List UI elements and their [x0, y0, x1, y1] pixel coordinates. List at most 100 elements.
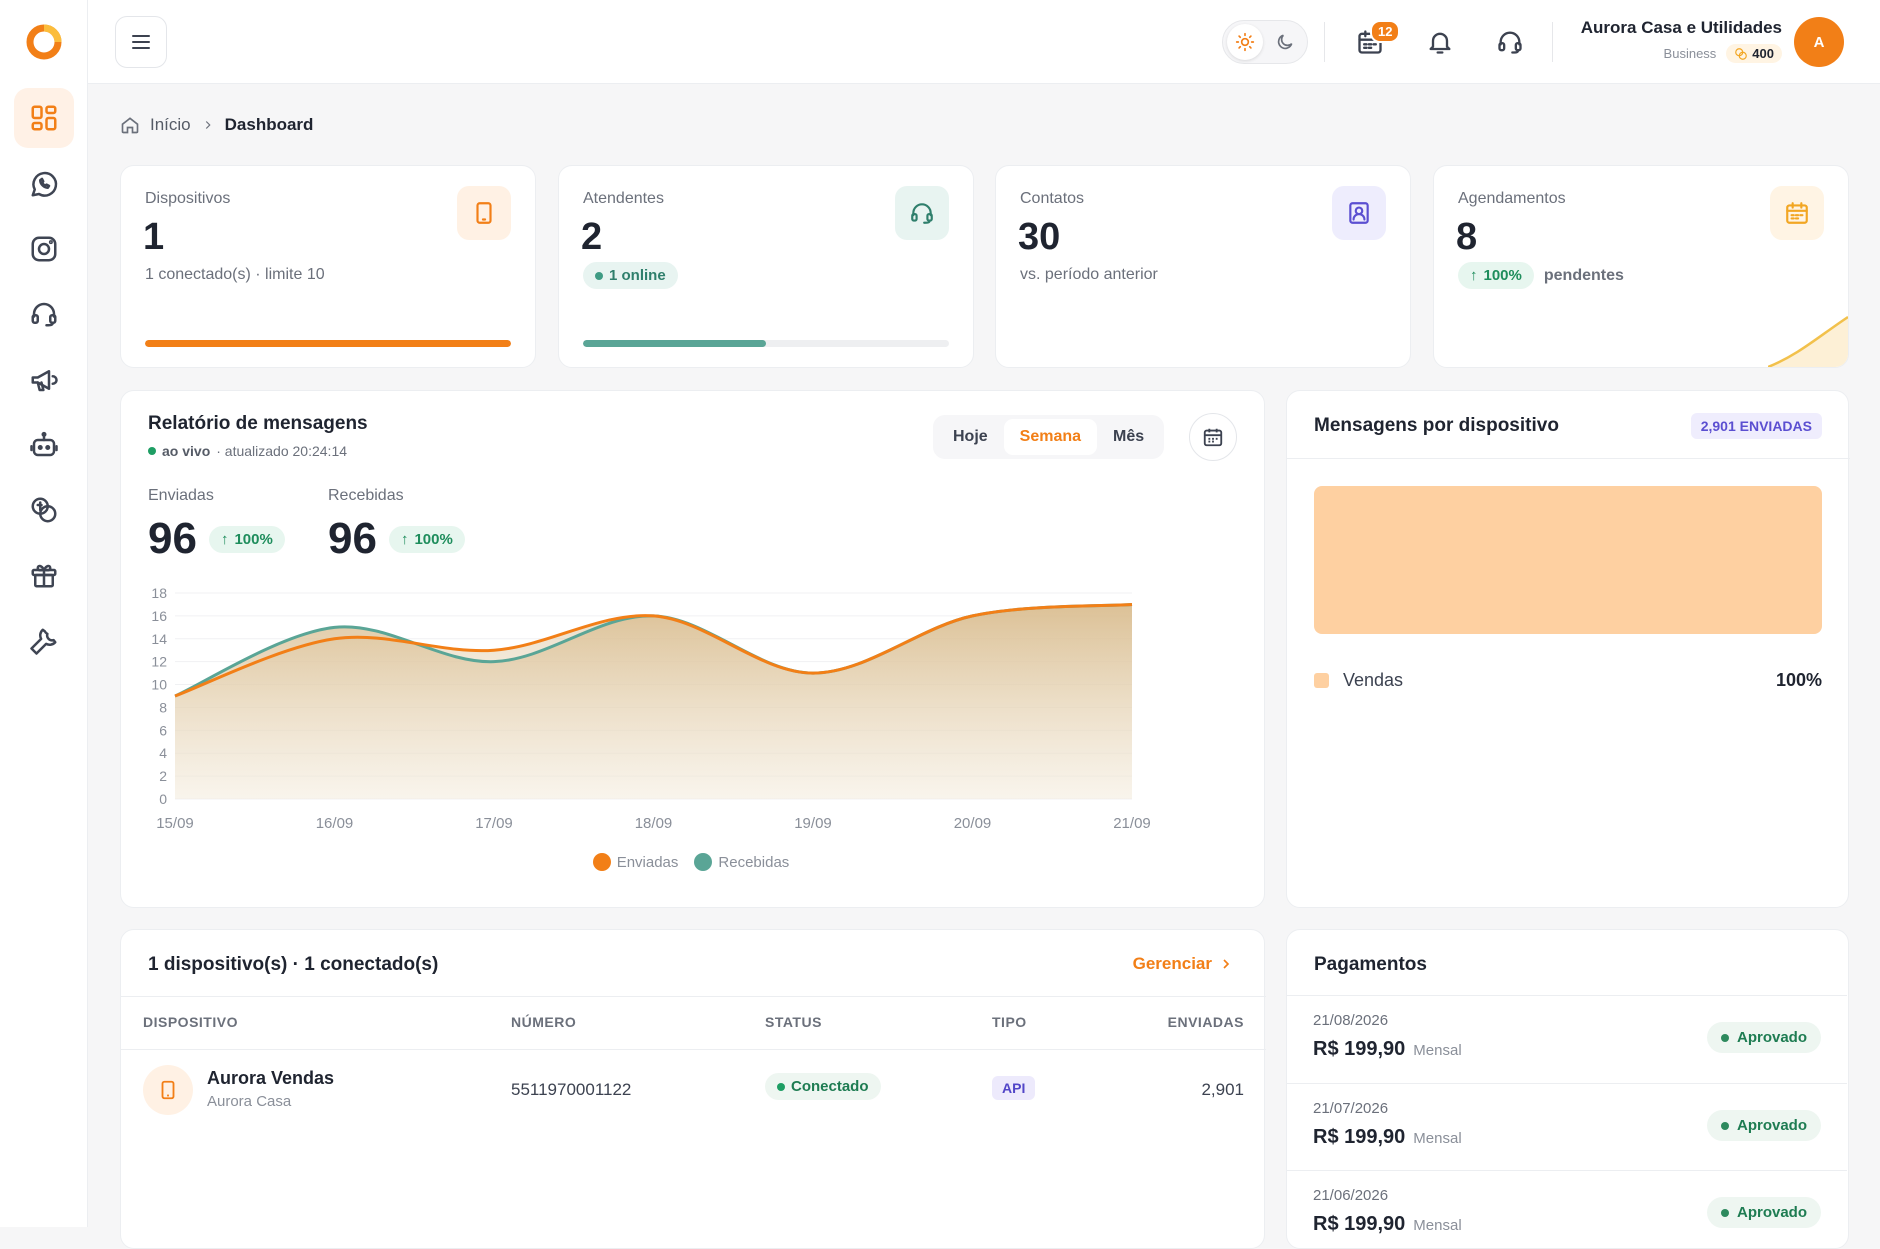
- manage-link[interactable]: Gerenciar: [1133, 954, 1234, 974]
- stat-card-devices[interactable]: Dispositivos 1 1 conectado(s) · limite 1…: [120, 165, 536, 368]
- phone-icon: [476, 202, 492, 224]
- progress-fill: [145, 340, 511, 347]
- app-logo-icon[interactable]: [24, 22, 64, 62]
- stat-icon-box: [895, 186, 949, 240]
- messages-by-device-card: Mensagens por dispositivo 2,901 ENVIADAS…: [1286, 390, 1850, 908]
- status-badge: Aprovado: [1706, 1110, 1821, 1141]
- hamburger-icon: [132, 35, 150, 49]
- theme-toggle[interactable]: [1222, 20, 1308, 64]
- avatar[interactable]: A: [1794, 17, 1844, 67]
- account-info[interactable]: Aurora Casa e Utilidades Business 400: [1581, 18, 1782, 63]
- status-badge: Conectado: [765, 1073, 881, 1100]
- period-selector: Hoje Semana Mês: [933, 415, 1165, 459]
- gift-icon: [31, 564, 57, 588]
- chevron-right-icon: [1223, 959, 1230, 969]
- status-dot: [1720, 1208, 1729, 1217]
- sidebar-item-payments[interactable]: [14, 480, 74, 540]
- sidebar-item-bots[interactable]: [14, 415, 74, 475]
- received-label: Recebidas: [328, 487, 404, 504]
- received-change: 100%: [414, 530, 453, 548]
- stat-card-schedules[interactable]: Agendamentos 8 ↑ 100% pendentes: [1433, 165, 1849, 368]
- report-title: Relatório de mensagens: [148, 413, 368, 434]
- x-tick-label: 21/09: [1113, 815, 1151, 832]
- contact-book-icon: [1349, 202, 1369, 224]
- device-name: Aurora Vendas: [207, 1068, 335, 1088]
- received-change-pill: ↑ 100%: [388, 525, 465, 553]
- headset-icon: [911, 203, 933, 224]
- payment-plan: Mensal: [1413, 1130, 1462, 1147]
- legend-swatch: [592, 853, 611, 871]
- legend-item-sent[interactable]: Enviadas: [592, 853, 678, 871]
- sidebar-item-whatsapp[interactable]: [14, 154, 74, 214]
- y-tick-label: 12: [151, 654, 167, 670]
- column-header: ENVIADAS: [1167, 1014, 1244, 1030]
- payment-row[interactable]: 21/06/2026 R$ 199,90 Mensal Aprovado: [1287, 1170, 1847, 1248]
- sidebar: [0, 0, 88, 1227]
- y-tick-label: 4: [159, 745, 167, 761]
- online-pill: 1 online: [583, 262, 678, 289]
- device-number: 5511970001122: [511, 1080, 632, 1099]
- sidebar-item-instagram[interactable]: [14, 219, 74, 279]
- breadcrumb-home[interactable]: Início: [150, 115, 191, 134]
- devices-title: 1 dispositivo(s) · 1 conectado(s): [148, 954, 439, 975]
- received-metric: Recebidas 96 ↑ 100%: [328, 487, 465, 561]
- x-tick-label: 16/09: [316, 815, 354, 832]
- coins-value: 400: [1752, 46, 1774, 61]
- device-share-bar[interactable]: [1314, 486, 1822, 634]
- notifications-button[interactable]: [1420, 22, 1460, 62]
- devices-progress-bar: [145, 340, 511, 347]
- y-tick-label: 18: [151, 585, 167, 601]
- sidebar-item-dashboard[interactable]: [14, 88, 74, 148]
- column-header: TIPO: [992, 1014, 1027, 1030]
- status-dot: [595, 271, 603, 280]
- stat-card-contacts[interactable]: Contatos 30 vs. período anterior: [995, 165, 1411, 368]
- moon-icon: [1277, 34, 1293, 50]
- stat-value: 8: [1456, 216, 1478, 258]
- breadcrumb: Início Dashboard: [120, 115, 313, 135]
- payment-plan: Mensal: [1413, 1217, 1462, 1234]
- tab-hoje[interactable]: Hoje: [953, 428, 988, 445]
- support-button[interactable]: [1490, 22, 1530, 62]
- stat-card-attendants[interactable]: Atendentes 2 1 online: [558, 165, 974, 368]
- schedule-button[interactable]: 12: [1350, 20, 1401, 62]
- tab-semana[interactable]: Semana: [1003, 419, 1098, 455]
- headset-icon: [1498, 31, 1522, 54]
- menu-toggle-button[interactable]: [115, 16, 167, 68]
- bell-icon: [1429, 32, 1451, 54]
- device-legend-value: 100%: [1775, 670, 1822, 690]
- column-header: STATUS: [765, 1014, 822, 1030]
- sent-label: Enviadas: [148, 487, 214, 504]
- stat-icon-box: [457, 186, 511, 240]
- x-tick-label: 20/09: [954, 815, 992, 832]
- date-picker-button[interactable]: [1189, 413, 1237, 461]
- live-dot: [148, 447, 156, 455]
- payment-date: 21/06/2026: [1313, 1187, 1389, 1204]
- stat-value: 30: [1018, 216, 1061, 258]
- stat-icon-box: [1770, 186, 1824, 240]
- sent-change-pill: ↑ 100%: [208, 525, 285, 553]
- sidebar-item-support[interactable]: [14, 284, 74, 344]
- tab-mes[interactable]: Mês: [1113, 428, 1145, 445]
- live-status: ao vivo · atualizado 20:24:14: [148, 443, 347, 459]
- online-text: 1 online: [609, 267, 666, 284]
- payment-row[interactable]: 21/07/2026 R$ 199,90 Mensal Aprovado: [1287, 1083, 1847, 1171]
- legend-item-received[interactable]: Recebidas: [694, 853, 789, 871]
- payment-row[interactable]: 21/08/2026 R$ 199,90 Mensal Aprovado: [1287, 995, 1847, 1083]
- progress-fill: [583, 340, 766, 347]
- y-tick-label: 8: [159, 699, 167, 715]
- dashboard-icon: [31, 105, 57, 131]
- status-badge: Aprovado: [1706, 1022, 1821, 1053]
- light-theme-option[interactable]: [1227, 24, 1263, 60]
- robot-icon: [30, 431, 58, 457]
- sidebar-item-campaigns[interactable]: [14, 350, 74, 410]
- y-tick-label: 14: [151, 631, 167, 647]
- sidebar-item-gifts[interactable]: [14, 545, 74, 605]
- sent-total-chip: 2,901 ENVIADAS: [1690, 413, 1822, 439]
- sidebar-item-tools[interactable]: [14, 611, 74, 671]
- device-sub: Aurora Casa: [207, 1093, 292, 1110]
- payment-amount: R$ 199,90: [1313, 1038, 1406, 1060]
- dark-theme-option[interactable]: [1267, 24, 1303, 60]
- stat-label: Atendentes: [583, 190, 664, 207]
- y-tick-label: 6: [159, 722, 167, 738]
- payment-date: 21/07/2026: [1313, 1100, 1389, 1117]
